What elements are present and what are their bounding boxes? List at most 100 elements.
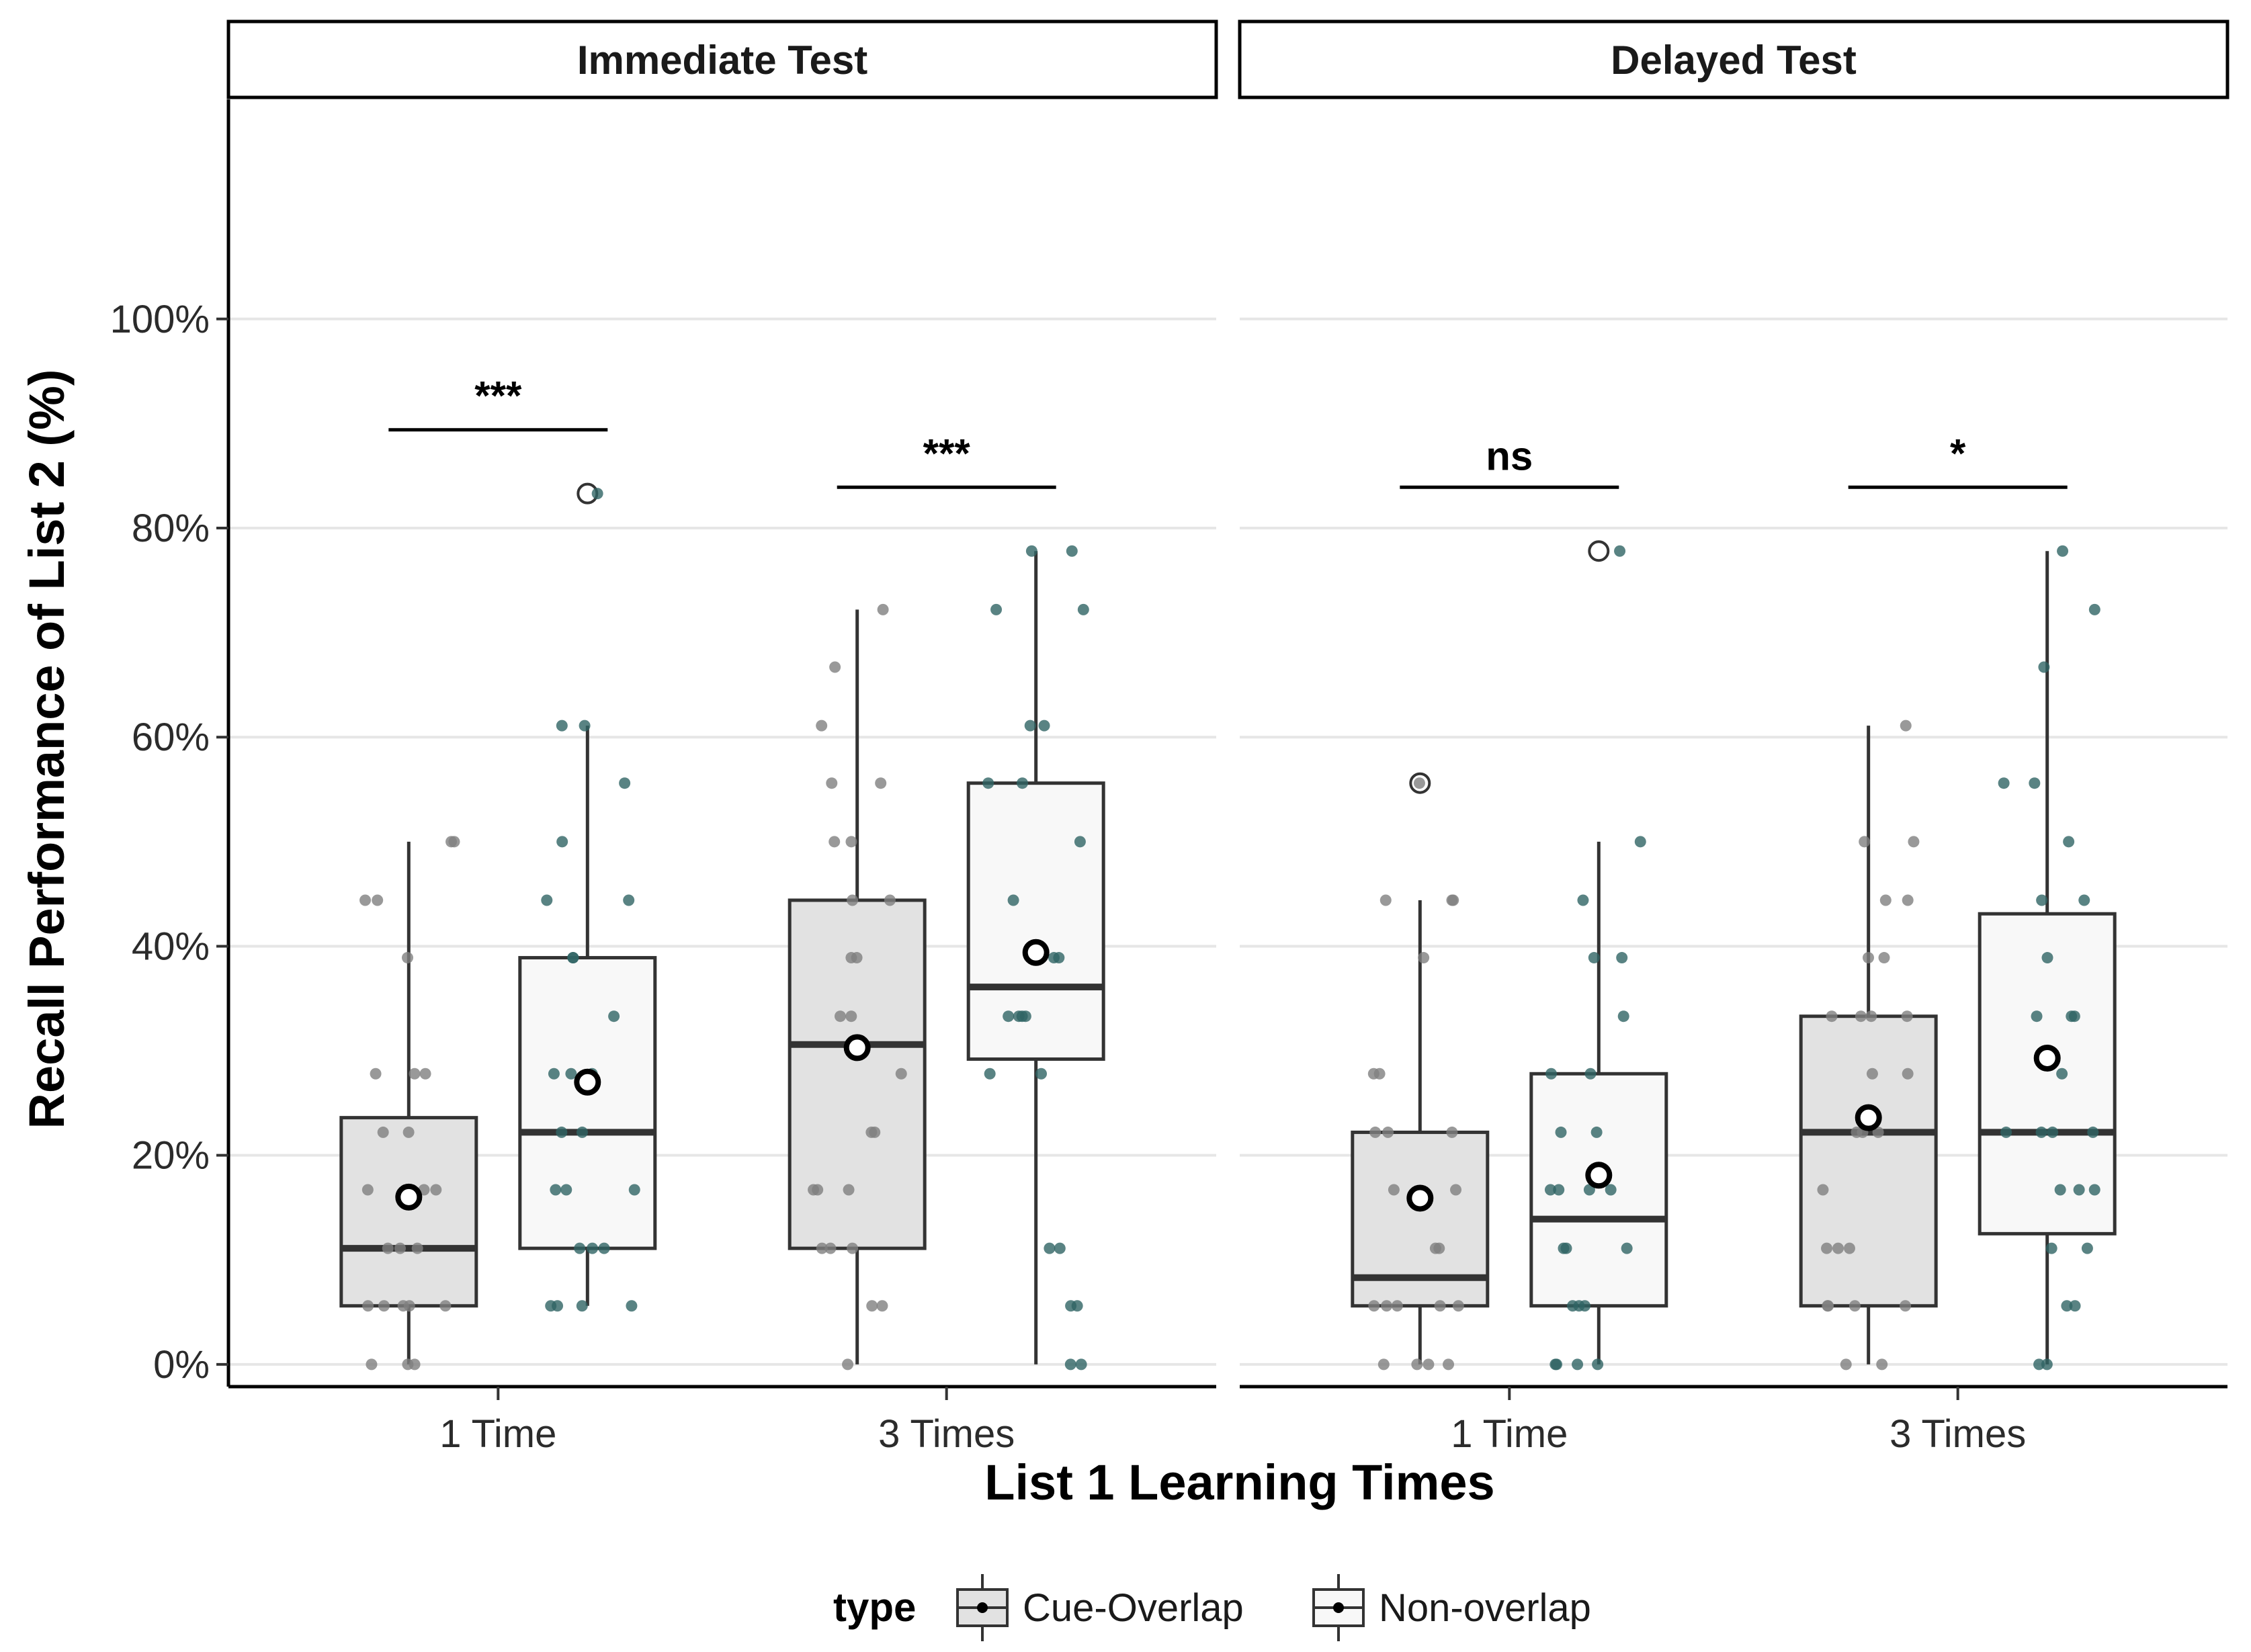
data-point	[829, 836, 841, 848]
data-point	[2056, 1068, 2068, 1080]
data-point	[591, 488, 603, 500]
mean-marker	[843, 1034, 871, 1061]
significance-label: ***	[923, 431, 971, 476]
data-point	[2088, 1184, 2100, 1196]
facet-strip-label-delayed-test: Delayed Test	[1611, 38, 1857, 83]
data-point	[411, 1242, 423, 1254]
data-point	[576, 1126, 588, 1138]
facet-strip-delayed-test	[1238, 19, 2229, 99]
data-point	[829, 661, 841, 673]
data-point	[1902, 894, 1914, 906]
data-point	[1551, 1358, 1563, 1371]
mean-marker	[1585, 1162, 1613, 1189]
data-point	[865, 1126, 878, 1138]
data-point	[866, 1300, 878, 1312]
data-point	[1617, 1010, 1629, 1023]
data-point	[419, 1068, 431, 1080]
data-point	[2041, 1358, 2053, 1371]
data-point	[541, 894, 553, 906]
data-point	[579, 720, 591, 732]
data-point	[845, 836, 857, 848]
data-point	[1826, 1010, 1838, 1023]
group-immediate-test-3-times: 3 Times ***	[788, 431, 1105, 1456]
data-point	[834, 1010, 846, 1023]
data-point	[1016, 777, 1028, 789]
data-point	[372, 894, 384, 906]
legend-label: Cue-Overlap	[1023, 1586, 1244, 1630]
data-point	[1066, 545, 1078, 557]
data-point	[842, 1358, 854, 1371]
data-point	[1544, 1184, 1556, 1196]
legend-key-point	[1333, 1602, 1344, 1613]
data-point	[1866, 1068, 1878, 1080]
x-tick-label: 3 Times	[878, 1412, 1015, 1456]
data-point	[362, 1300, 374, 1312]
data-point	[608, 1010, 620, 1023]
data-point	[1584, 1068, 1597, 1080]
data-point	[1821, 1242, 1833, 1254]
iqr-box	[1978, 912, 2117, 1235]
data-point	[556, 720, 568, 732]
y-tick-label: 20%	[132, 1134, 210, 1178]
data-point	[362, 1184, 374, 1196]
iqr-box	[966, 781, 1105, 1061]
significance-label: ns	[1486, 433, 1533, 478]
data-point	[1872, 1126, 1884, 1138]
data-point	[816, 1242, 828, 1254]
data-point	[1007, 894, 1019, 906]
data-point	[1381, 1300, 1393, 1312]
data-point	[560, 1184, 572, 1196]
outlier-point	[1588, 540, 1610, 562]
box-non-overlap	[966, 545, 1105, 1371]
data-point	[1859, 836, 1871, 848]
box-non-overlap	[1978, 545, 2117, 1371]
x-tick-label: 3 Times	[1889, 1412, 2026, 1456]
data-point	[1863, 952, 1875, 964]
data-point	[1065, 1300, 1077, 1312]
data-point	[556, 836, 568, 848]
iqr-box	[1799, 1014, 1938, 1308]
data-point	[1053, 952, 1065, 964]
panel-immediate-test: Immediate Test 1 Time *** 3 Times ***	[226, 19, 1218, 1456]
data-point	[2041, 952, 2053, 964]
data-point	[2045, 1242, 2057, 1254]
data-point	[1902, 1068, 1914, 1080]
data-point	[409, 1068, 421, 1080]
data-point	[2087, 1126, 2099, 1138]
y-tick-label: 0%	[153, 1343, 210, 1387]
data-point	[1025, 545, 1037, 557]
data-point	[1382, 1126, 1394, 1138]
data-point	[1583, 1184, 1595, 1196]
data-point	[1452, 1300, 1464, 1312]
data-point	[1876, 1358, 1888, 1371]
iqr-box	[518, 956, 657, 1250]
data-point	[1592, 1358, 1604, 1371]
data-point	[1590, 1126, 1603, 1138]
data-point	[1908, 836, 1920, 848]
data-point	[2088, 603, 2100, 615]
legend-title: type	[833, 1585, 916, 1630]
data-point	[1044, 1242, 1056, 1254]
legend-item-cue-overlap: Cue-Overlap	[956, 1574, 1244, 1641]
y-tick-label: 80%	[132, 507, 210, 550]
data-point	[1377, 1358, 1390, 1371]
data-point	[1064, 1358, 1076, 1371]
data-point	[990, 603, 1003, 615]
data-point	[576, 1300, 588, 1312]
data-point	[378, 1300, 390, 1312]
data-point	[2047, 1126, 2059, 1138]
facet-panels: Immediate Test 1 Time *** 3 Times *** Delayed…	[226, 19, 2229, 1456]
legend: type Cue-Overlap Non-overlap	[833, 1574, 1591, 1641]
y-tick-label: 40%	[132, 924, 210, 968]
box-non-overlap	[1529, 540, 1668, 1371]
data-point	[824, 1242, 837, 1254]
data-point	[1573, 1300, 1585, 1312]
data-point	[628, 1184, 640, 1196]
data-point	[1391, 1300, 1403, 1312]
data-point	[1822, 1300, 1834, 1312]
data-point	[1849, 1300, 1861, 1312]
data-point	[1843, 1242, 1855, 1254]
data-point	[409, 1358, 421, 1371]
data-point	[875, 777, 887, 789]
